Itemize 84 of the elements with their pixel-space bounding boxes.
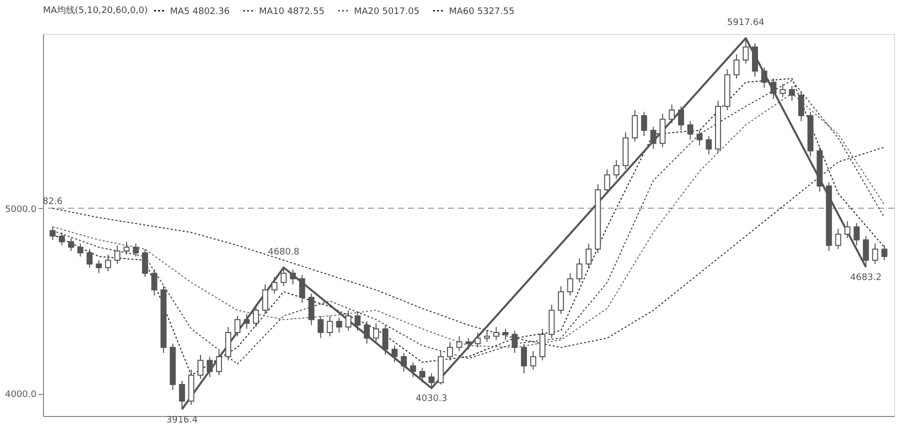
candlestick [114, 244, 120, 264]
candlestick [854, 222, 860, 246]
candlestick [262, 284, 268, 315]
candlestick [466, 338, 472, 350]
candlestick [206, 356, 213, 378]
candlestick [798, 90, 804, 122]
candlestick [318, 315, 324, 339]
candlestick [50, 226, 56, 240]
candlestick [788, 85, 795, 102]
candlestick [604, 168, 610, 194]
candlestick [151, 269, 158, 296]
candlestick [668, 104, 675, 124]
candlestick [132, 243, 139, 258]
candlestick [336, 317, 342, 334]
candlestick [696, 130, 703, 146]
candlestick [244, 314, 250, 330]
candlestick [780, 84, 786, 98]
candlestick [345, 310, 352, 332]
candlestick [502, 328, 508, 340]
candlestick [687, 120, 694, 140]
candlestick [734, 54, 740, 80]
candlestick [650, 126, 656, 150]
candlestick [520, 343, 527, 374]
candlestick [197, 354, 204, 380]
y-tick-label: 4000.0 [5, 390, 37, 400]
candlestick [586, 243, 592, 268]
candlestick [835, 228, 842, 250]
candlestick [770, 78, 776, 100]
candlestick [484, 330, 490, 342]
candlestick [86, 248, 93, 268]
candlestick [271, 276, 278, 294]
candlestick [382, 324, 388, 356]
candlestick [881, 244, 888, 261]
candlestick [493, 326, 500, 340]
candlestick [124, 241, 130, 256]
y-tick-label: 5000.0 [5, 204, 37, 215]
candlestick [428, 372, 435, 389]
candlestick [290, 269, 296, 285]
candlestick [280, 267, 287, 287]
annotation: 4030.3 [416, 394, 448, 404]
candlestick [632, 110, 638, 142]
annotation: 3916.4 [166, 415, 198, 426]
legend-label: MA60 5327.55 [449, 6, 514, 17]
candlestick [567, 272, 574, 296]
annotation: 4683.2 [850, 273, 882, 284]
annotation: 4680.8 [268, 248, 300, 258]
candlestick [530, 350, 536, 370]
candlestick [308, 293, 314, 326]
candlestick [142, 248, 148, 278]
candlestick [706, 135, 712, 156]
candlestick [456, 336, 462, 352]
legend-title: MA均线(5,10,20,60,0,0) [43, 5, 148, 16]
candlestick [96, 260, 102, 274]
candlestick [576, 258, 582, 283]
candlestick [105, 254, 112, 272]
legend-label: MA5 4802.36 [170, 6, 230, 17]
candlestick [400, 352, 407, 372]
legend-label: MA10 4872.55 [259, 6, 324, 17]
candlestick [392, 345, 398, 363]
candlestick [373, 322, 380, 342]
text: 5917.64 [727, 18, 765, 28]
candlestick [354, 312, 361, 332]
candlestick [512, 330, 518, 354]
candlestick [410, 362, 416, 378]
candlestick [364, 320, 370, 344]
candlestick [539, 328, 546, 361]
candlestick [447, 341, 454, 361]
candlestick [872, 243, 878, 264]
candlestick [216, 350, 222, 376]
candlestick [613, 160, 620, 180]
candlestick [58, 232, 65, 246]
candlestick [678, 106, 684, 131]
candlestick [68, 237, 74, 252]
candlestick [641, 111, 648, 136]
legend-label: MA20 5017.05 [354, 6, 420, 17]
candlestick [299, 274, 306, 304]
candlestick [558, 286, 564, 315]
candlestick [474, 332, 481, 348]
candlestick [419, 367, 426, 384]
candlestick [234, 315, 240, 337]
candlestick [77, 243, 84, 258]
candlestick [844, 220, 850, 238]
candlestick [326, 315, 333, 337]
candlestick [761, 66, 768, 88]
